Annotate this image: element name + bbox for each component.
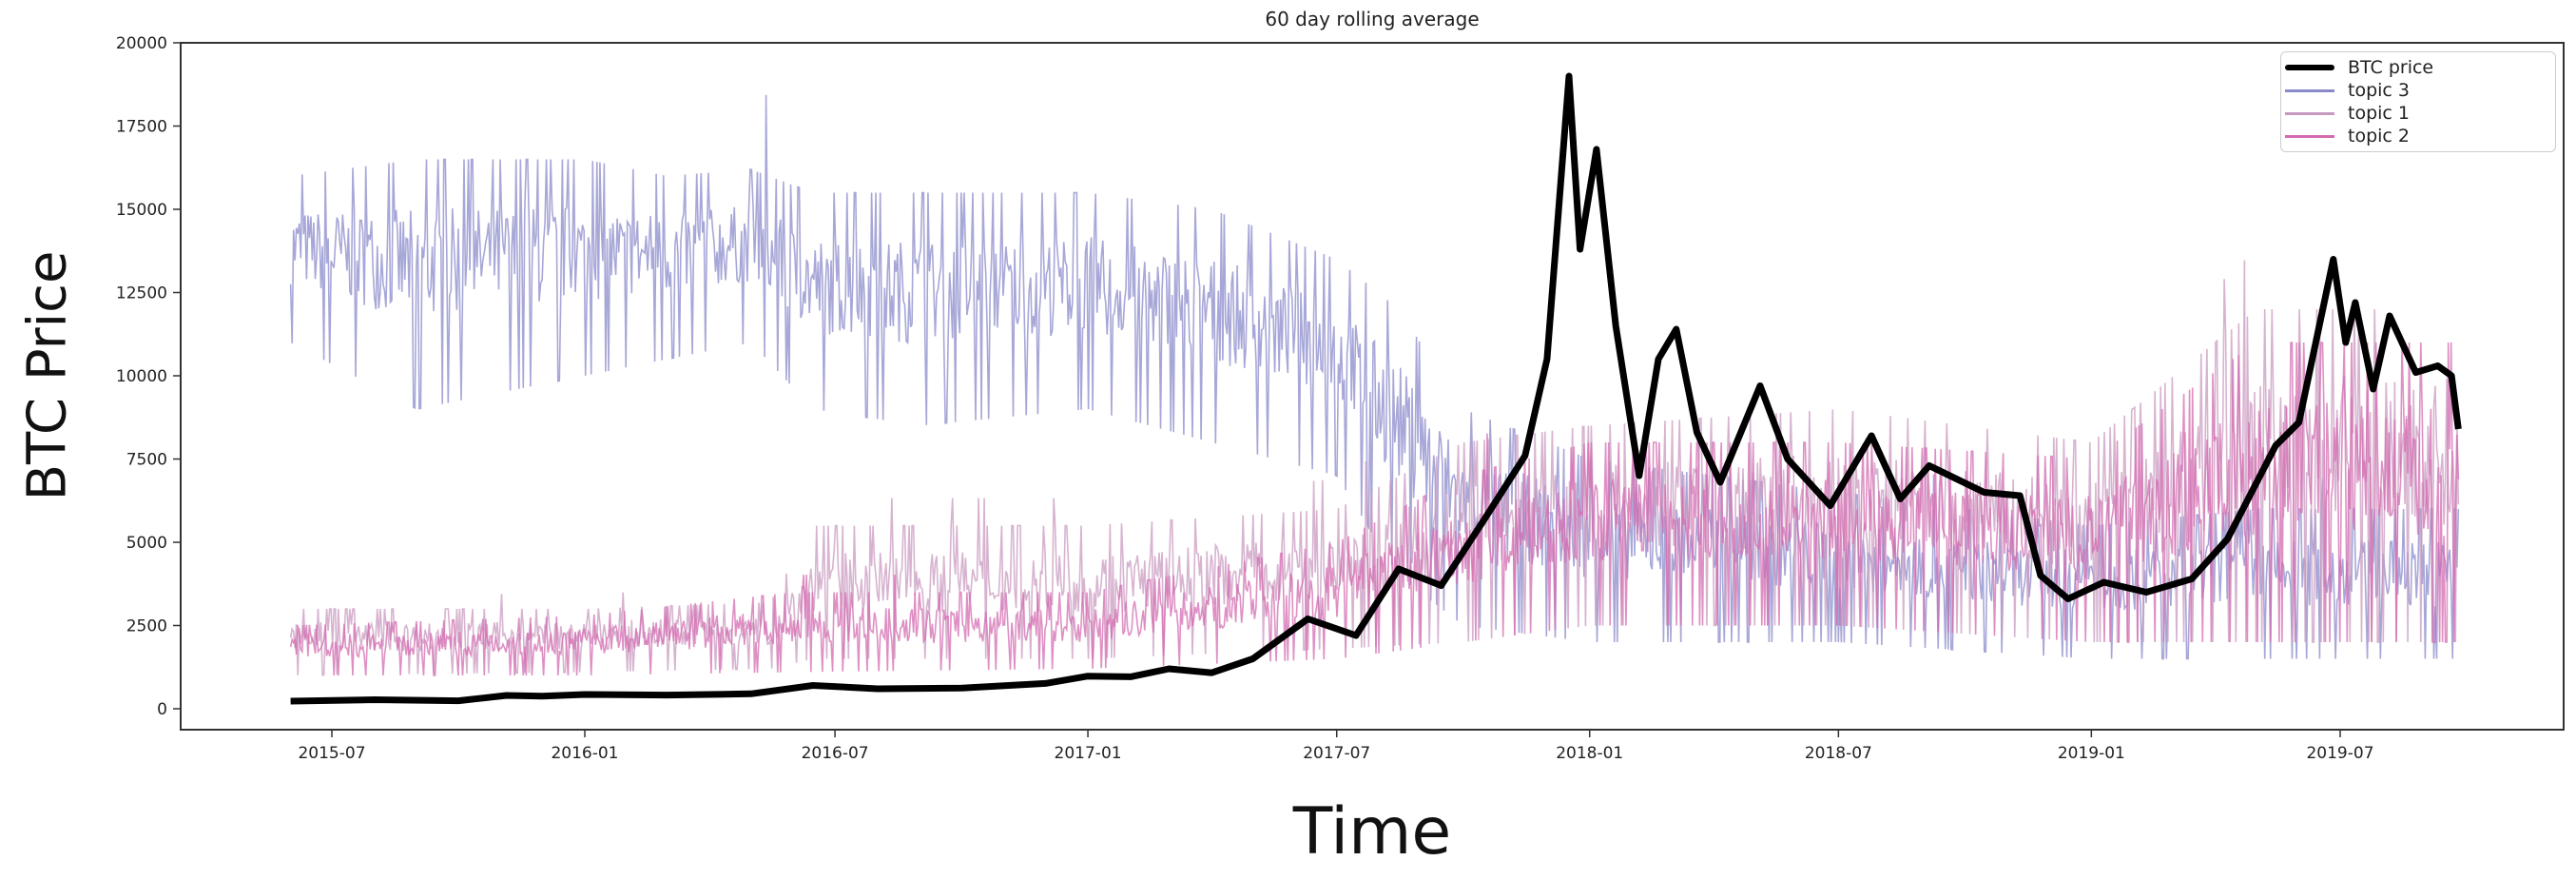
x-tick-label: 2017-07	[1303, 744, 1370, 763]
legend-item-topic-2: topic 2	[2281, 125, 2410, 147]
legend-swatch	[2285, 88, 2334, 92]
x-tick-label: 2018-01	[1556, 744, 1623, 763]
legend-swatch	[2285, 65, 2334, 70]
x-tick-label: 2015-07	[298, 744, 365, 763]
x-tick-label: 2017-01	[1055, 744, 1122, 763]
legend-item-topic-1: topic 1	[2281, 102, 2410, 125]
y-tick-label: 12500	[116, 284, 167, 303]
series-topic-1	[289, 260, 2460, 676]
y-tick-label: 5000	[126, 534, 167, 553]
x-tick-label: 2016-07	[802, 744, 869, 763]
chart-title: 60 day rolling average	[1265, 8, 1480, 30]
legend-label: topic 2	[2348, 126, 2410, 147]
y-tick-label: 7500	[126, 451, 167, 470]
y-tick-label: 15000	[116, 201, 167, 220]
x-tick-label: 2018-07	[1805, 744, 1872, 763]
x-axis-label: Time	[1292, 794, 1452, 870]
series-btc-price	[290, 72, 2462, 705]
legend-item-btc: BTC price	[2281, 56, 2433, 79]
legend-swatch	[2285, 111, 2334, 115]
legend: BTC price topic 3 topic 1 topic 2	[2280, 51, 2556, 152]
legend-swatch	[2285, 134, 2334, 138]
y-tick-label: 17500	[116, 118, 167, 137]
x-tick-label: 2019-07	[2306, 744, 2373, 763]
y-tick-label: 20000	[116, 34, 167, 53]
x-tick-label: 2016-01	[551, 744, 618, 763]
legend-label: topic 1	[2348, 103, 2410, 124]
legend-label: topic 3	[2348, 80, 2410, 101]
y-tick-label: 2500	[126, 617, 167, 636]
legend-item-topic-3: topic 3	[2281, 79, 2410, 102]
y-tick-label: 0	[157, 700, 167, 719]
y-axis-label: BTC Price	[16, 250, 79, 501]
plot-frame	[180, 42, 2565, 731]
y-tick-label: 10000	[116, 367, 167, 386]
series-topic-2	[289, 342, 2460, 676]
x-tick-label: 2019-01	[2058, 744, 2125, 763]
legend-label: BTC price	[2348, 57, 2434, 78]
